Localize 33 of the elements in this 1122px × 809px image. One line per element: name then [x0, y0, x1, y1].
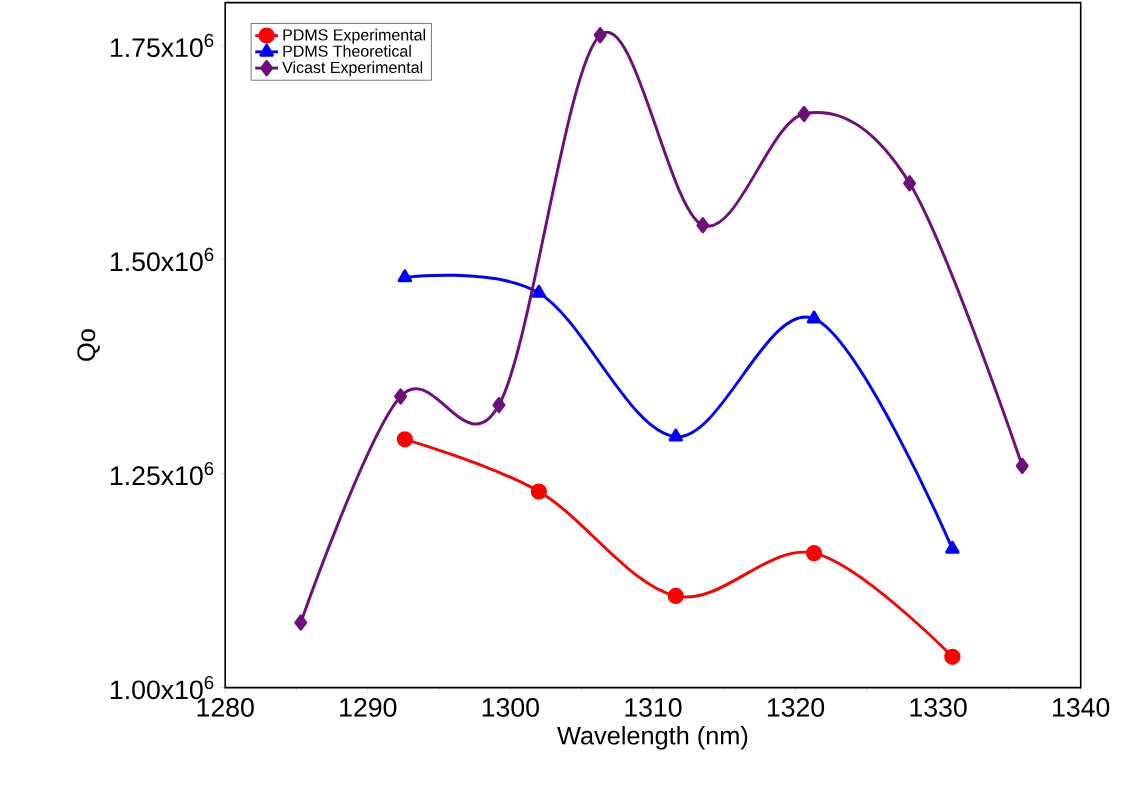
legend-label: Vicast Experimental — [282, 61, 423, 77]
point — [806, 310, 822, 324]
point — [593, 27, 607, 44]
legend-label: PDMS Theoretical — [283, 45, 411, 57]
y-tick-label: 1.50x10$^{6}$ — [110, 247, 214, 272]
x-tick-label: 1290 — [340, 698, 397, 717]
point — [696, 217, 710, 234]
point — [944, 648, 961, 665]
point — [530, 483, 548, 500]
y-tick-label: 1.75x10$^{6}$ — [110, 33, 214, 58]
x-tick-label: 1330 — [910, 698, 967, 717]
point — [394, 388, 408, 405]
point — [945, 540, 960, 554]
x-tick-label: 1300 — [482, 698, 539, 717]
point — [294, 614, 308, 631]
point — [492, 397, 506, 414]
point — [531, 284, 547, 298]
point — [667, 587, 684, 605]
x-axis-title: Wavelength (nm) — [557, 726, 748, 750]
legend-label: PDMS Experimental — [283, 28, 426, 44]
x-tick-label: 1310 — [625, 698, 682, 717]
y-axis-title: Qo — [77, 329, 100, 361]
point — [668, 428, 683, 442]
y-tick-label: 1.25x10$^{6}$ — [110, 461, 214, 486]
point — [396, 431, 413, 448]
point — [1015, 457, 1029, 475]
point — [903, 175, 917, 192]
point — [397, 269, 413, 283]
point — [805, 545, 823, 562]
x-tick-label: 1340 — [1053, 698, 1110, 717]
x-tick-label: 1280 — [197, 698, 254, 717]
x-tick-label: 1320 — [767, 698, 825, 717]
point — [797, 105, 811, 123]
